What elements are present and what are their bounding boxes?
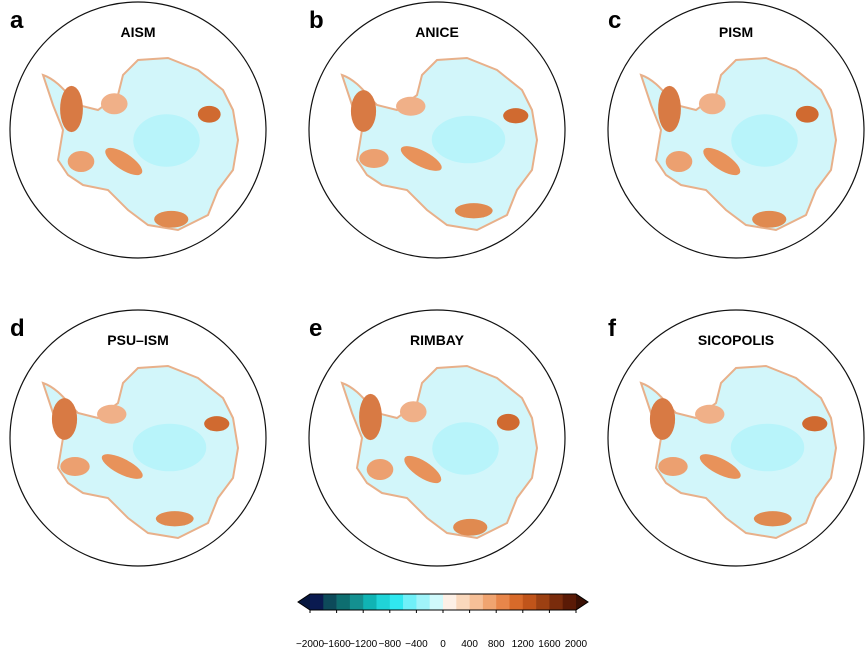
panel-title: SICOPOLIS [698,332,774,348]
panel-letter: c [608,7,621,34]
colorbar-tick-label: 0 [440,639,446,650]
colorbar-bin [456,594,470,610]
map-panel: e RIMBAY [309,310,565,566]
panels: a AISM b ANICE c PISM d PSU–ISM e RIMBAY f SICOPOLI… [10,2,864,566]
colorbar-bin [323,594,337,610]
colorbar-bin [430,594,444,610]
map-panel: a AISM [10,2,266,258]
panel-title: RIMBAY [410,332,465,348]
colorbar-tick-label: −1200 [349,639,378,650]
colorbar-tick-label: 1600 [538,639,561,650]
figure: a AISM b ANICE c PISM d PSU–ISM e RIMBAY f SICOPOLI… [0,0,868,654]
map-panel: b ANICE [309,2,565,258]
map-panel: d PSU–ISM [10,310,266,566]
colorbar-under [298,594,310,610]
colorbar-tick-label: −1600 [323,639,352,650]
colorbar-tick-label: 1200 [512,639,535,650]
panel-letter: f [608,315,617,342]
panel-letter: a [10,7,24,34]
colorbar-bin [496,594,510,610]
colorbar-bin [470,594,484,610]
colorbar-bin [390,594,404,610]
colorbar-bin [563,594,577,610]
colorbar-tick-label: −400 [405,639,428,650]
colorbar-over [576,594,588,610]
colorbar-bin [403,594,417,610]
colorbar-tick-label: −800 [379,639,402,650]
map-panel: f SICOPOLIS [608,310,864,566]
colorbar-bin [416,594,430,610]
colorbar-bin [310,594,324,610]
panel-letter: b [309,7,324,34]
panel-title: AISM [121,24,156,40]
panel-letter: e [309,315,322,342]
colorbar-bin [549,594,563,610]
panel-title: PSU–ISM [107,332,168,348]
colorbar-tick-label: 400 [461,639,478,650]
colorbar-bin [510,594,524,610]
panel-title: PISM [719,24,753,40]
colorbar-bin [337,594,351,610]
colorbar-tick-label: −2000 [296,639,325,650]
colorbar-bin [377,594,391,610]
colorbar-tick-label: 2000 [565,639,588,650]
colorbar-bin [523,594,537,610]
colorbar-tick-label: 800 [488,639,505,650]
colorbar-bin [350,594,364,610]
panel-letter: d [10,315,25,342]
panel-title: ANICE [415,24,459,40]
map-panel: c PISM [608,2,864,258]
colorbar-bin [363,594,377,610]
colorbar-bin [443,594,457,610]
colorbar-bin [483,594,497,610]
colorbar-bin [536,594,550,610]
